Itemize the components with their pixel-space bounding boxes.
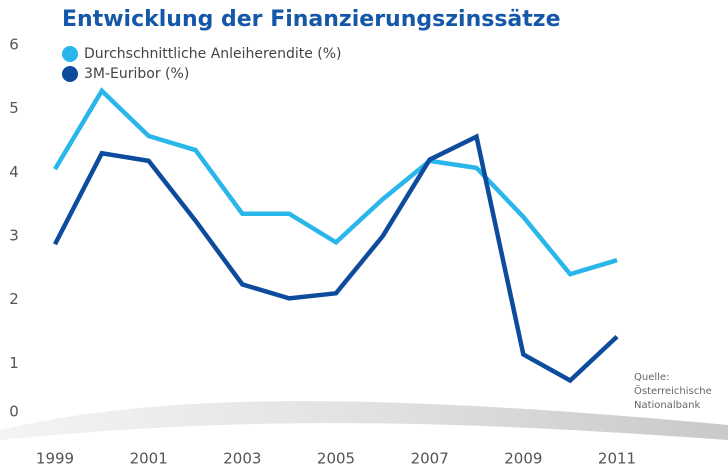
chart-title: Entwicklung der Finanzierungszinssätze <box>62 7 561 32</box>
y-tick-label: 0 <box>9 403 19 421</box>
source-note: Nationalbank <box>634 400 700 411</box>
y-tick-label: 1 <box>9 354 19 372</box>
legend-label: 3M-Euribor (%) <box>84 66 189 82</box>
legend-label: Durchschnittliche Anleiherendite (%) <box>84 46 342 62</box>
legend-swatch <box>62 46 78 62</box>
x-tick-label: 1999 <box>36 450 74 468</box>
x-tick-label: 2009 <box>504 450 542 468</box>
y-tick-label: 5 <box>9 99 19 117</box>
decor-wave <box>0 401 728 440</box>
legend-swatch <box>62 66 78 82</box>
x-tick-label: 2011 <box>598 450 636 468</box>
y-tick-label: 6 <box>9 36 19 54</box>
x-tick-label: 2005 <box>317 450 355 468</box>
y-tick-label: 2 <box>9 290 19 308</box>
source-note: Quelle: <box>634 372 669 383</box>
x-tick-label: 2001 <box>130 450 168 468</box>
y-tick-label: 3 <box>9 227 19 245</box>
y-tick-label: 4 <box>9 163 19 181</box>
x-tick-label: 2003 <box>223 450 261 468</box>
x-tick-label: 2007 <box>411 450 449 468</box>
source-note: Österreichische <box>634 384 712 397</box>
series-line <box>53 87 618 277</box>
series-line <box>52 133 619 384</box>
